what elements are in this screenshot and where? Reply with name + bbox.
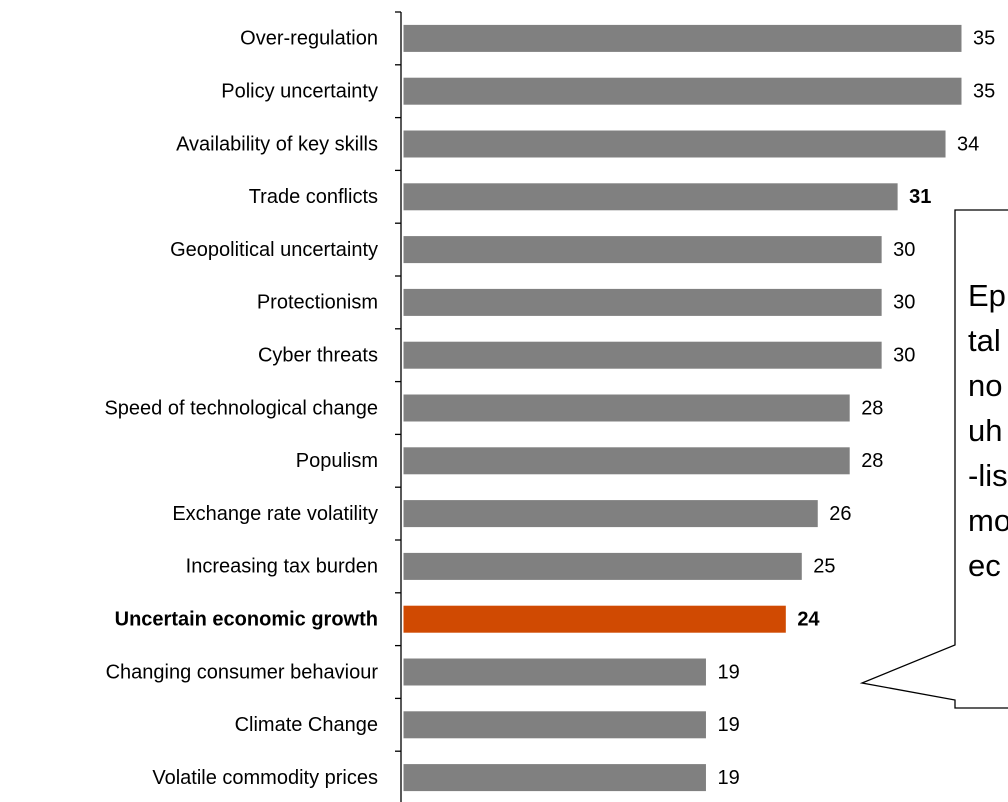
bar: [402, 287, 883, 317]
bar: [402, 446, 851, 476]
callout-box: [859, 209, 1008, 709]
category-label: Volatile commodity prices: [152, 767, 378, 789]
category-label: Protectionism: [257, 292, 378, 314]
value-label: 26: [829, 503, 851, 525]
value-label: 35: [973, 80, 995, 102]
callout-text: mo: [968, 503, 1008, 538]
value-label: 35: [973, 28, 995, 50]
value-label: 34: [957, 133, 979, 155]
bar: [402, 551, 803, 581]
value-label: 28: [861, 397, 883, 419]
bar: [402, 235, 883, 265]
category-label: Climate Change: [235, 714, 378, 736]
category-label: Trade conflicts: [249, 186, 378, 208]
value-label: 31: [909, 186, 931, 208]
value-label: 19: [717, 714, 739, 736]
bar: [402, 129, 947, 159]
category-label: Cyber threats: [258, 344, 378, 366]
category-label: Changing consumer behaviour: [106, 661, 379, 683]
bar: [402, 340, 883, 370]
category-label: Uncertain economic growth: [115, 608, 378, 630]
bar: [402, 499, 819, 529]
value-label: 19: [717, 661, 739, 683]
value-label: 19: [717, 767, 739, 789]
bar: [402, 393, 851, 423]
callout-text: tal: [968, 323, 1001, 358]
category-label: Geopolitical uncertainty: [170, 239, 378, 261]
value-label: 25: [813, 556, 835, 578]
bar: [402, 657, 707, 687]
callout-text: ec: [968, 548, 1001, 583]
value-label: 28: [861, 450, 883, 472]
bar: [402, 182, 899, 212]
category-label: Speed of technological change: [104, 397, 378, 419]
callout-text: Ep: [968, 278, 1006, 313]
bar: [402, 710, 707, 740]
value-label: 30: [893, 239, 915, 261]
bar: [402, 23, 963, 53]
category-label: Over-regulation: [240, 28, 378, 50]
category-label: Availability of key skills: [176, 133, 378, 155]
value-label: 30: [893, 292, 915, 314]
category-label: Policy uncertainty: [221, 80, 378, 102]
value-label: 30: [893, 344, 915, 366]
category-label: Exchange rate volatility: [172, 503, 378, 525]
bar: [402, 763, 707, 793]
bar: [402, 604, 787, 634]
callout-text: no: [968, 368, 1002, 403]
category-label: Populism: [296, 450, 378, 472]
bar: [402, 76, 963, 106]
category-label: Increasing tax burden: [186, 556, 378, 578]
callout-text: -lis: [968, 458, 1008, 493]
callout-text: uh: [968, 413, 1002, 448]
value-label: 24: [797, 608, 820, 630]
